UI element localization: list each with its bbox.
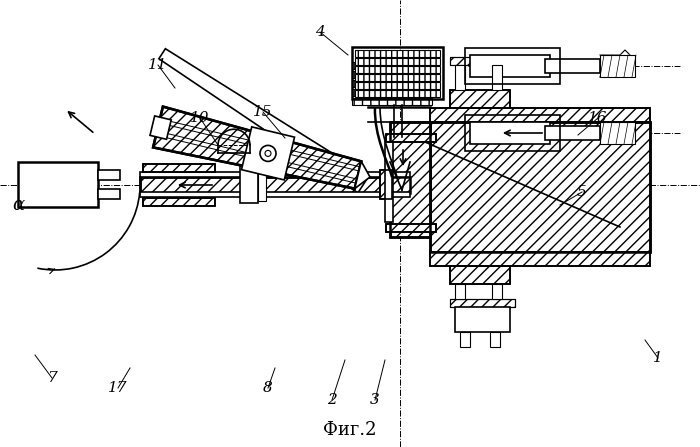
Text: 2: 2 — [327, 393, 337, 407]
Text: 5: 5 — [577, 185, 587, 199]
Bar — [390, 122, 430, 237]
Text: 4: 4 — [315, 25, 325, 39]
Bar — [386, 134, 436, 142]
Text: 7: 7 — [47, 371, 57, 385]
Bar — [355, 66, 440, 73]
Bar — [545, 126, 600, 140]
Bar — [390, 122, 430, 237]
Bar — [143, 164, 215, 172]
Bar — [450, 90, 510, 108]
Text: Фиг.2: Фиг.2 — [323, 421, 377, 439]
Bar — [140, 192, 410, 197]
Bar — [450, 57, 515, 65]
Bar — [600, 55, 635, 77]
Bar — [470, 122, 550, 144]
Bar — [470, 55, 550, 77]
Polygon shape — [241, 127, 295, 180]
Bar — [465, 115, 560, 151]
Bar — [143, 198, 215, 206]
Bar — [490, 332, 500, 347]
Bar — [386, 134, 436, 142]
Bar — [18, 162, 98, 207]
Bar — [140, 177, 410, 193]
Text: 17: 17 — [108, 381, 127, 395]
Bar — [386, 224, 436, 232]
Bar — [455, 65, 465, 90]
Bar — [143, 198, 215, 206]
Bar — [450, 90, 510, 108]
Text: 3: 3 — [370, 393, 380, 407]
Bar — [98, 189, 120, 199]
Bar — [450, 266, 510, 284]
Bar — [352, 71, 432, 78]
Bar — [450, 299, 515, 307]
Bar — [492, 65, 502, 90]
Text: 11: 11 — [148, 58, 168, 72]
Bar — [352, 62, 432, 69]
Polygon shape — [153, 106, 361, 189]
Bar — [380, 170, 392, 199]
Bar — [143, 164, 215, 172]
Bar — [545, 59, 600, 73]
Bar — [465, 48, 560, 84]
Polygon shape — [355, 161, 370, 189]
Bar — [355, 74, 440, 81]
Bar — [430, 252, 650, 266]
Circle shape — [260, 145, 276, 161]
Text: 10: 10 — [190, 111, 210, 125]
Bar — [430, 108, 650, 122]
Bar — [352, 89, 432, 96]
Text: 15: 15 — [253, 105, 273, 119]
Bar — [450, 266, 510, 284]
Bar — [460, 332, 470, 347]
Bar — [430, 122, 650, 252]
Bar — [430, 108, 650, 122]
Bar — [355, 58, 440, 65]
Bar — [240, 166, 258, 203]
Bar — [430, 122, 650, 252]
Bar — [352, 47, 443, 99]
Bar — [380, 170, 392, 199]
Text: 8: 8 — [263, 381, 273, 395]
Bar — [385, 142, 393, 222]
Bar — [355, 90, 440, 97]
Bar — [450, 299, 515, 307]
Bar — [352, 98, 432, 105]
Bar — [98, 170, 120, 180]
Bar — [140, 172, 410, 177]
Bar — [386, 224, 436, 232]
Bar — [492, 284, 502, 299]
Bar — [140, 177, 410, 193]
Circle shape — [265, 150, 271, 156]
Bar — [455, 307, 510, 332]
Text: α: α — [12, 196, 24, 214]
Bar — [258, 168, 266, 201]
Bar — [355, 82, 440, 89]
Text: 16: 16 — [588, 111, 608, 125]
Bar — [355, 50, 440, 57]
Bar — [352, 80, 432, 87]
Bar — [450, 57, 515, 65]
Bar — [430, 252, 650, 266]
Bar — [455, 284, 465, 299]
Polygon shape — [150, 116, 171, 139]
Text: 1: 1 — [653, 351, 663, 365]
Bar — [600, 122, 635, 144]
Polygon shape — [159, 49, 369, 193]
